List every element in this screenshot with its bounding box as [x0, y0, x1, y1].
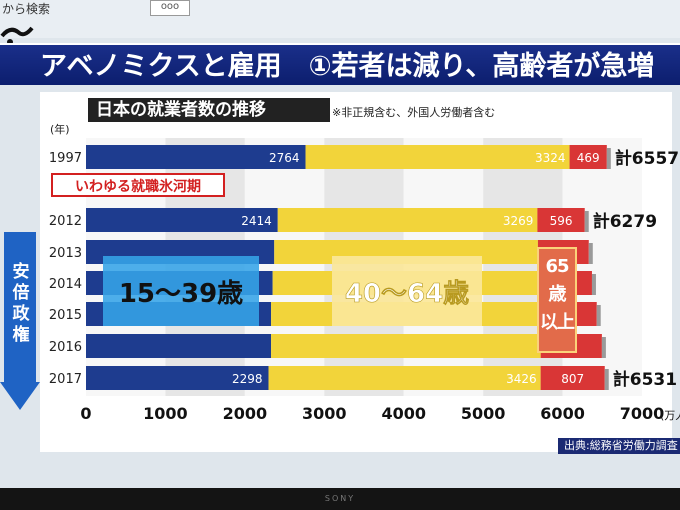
bar-shadow: [588, 243, 593, 264]
abe-era-label: 安倍政権: [12, 262, 30, 345]
x-tick-label: 1000: [143, 404, 188, 423]
bar-segment: [537, 208, 585, 232]
bar-segment: [86, 366, 269, 390]
old-label-panel: [537, 247, 577, 353]
data-label-middle: 3269: [503, 214, 534, 228]
page-title: アベノミクスと雇用 ①若者は減り、高齢者が急増: [40, 51, 655, 82]
data-label-young: 2298: [232, 372, 263, 386]
data-label-old: 469: [577, 151, 600, 165]
middle-group-label: 40〜64歳: [345, 279, 469, 309]
bar-shadow: [601, 337, 606, 358]
bar-segment: [277, 208, 538, 232]
x-tick-label: 6000: [540, 404, 585, 423]
year-label: 2017: [49, 372, 82, 387]
data-label-middle: 3324: [535, 151, 566, 165]
data-label-middle: 3426: [506, 372, 537, 386]
hyogaki-box: [51, 173, 225, 197]
bar-shadow: [584, 211, 589, 232]
source-label: 出典:総務省労働力調査: [558, 438, 680, 454]
data-label-old: 807: [561, 372, 584, 386]
hyogaki-annotation: いわゆる就職氷河期: [75, 178, 201, 195]
x-tick-label: 7000: [620, 404, 665, 423]
year-label: 2013: [49, 246, 82, 261]
total-label: 計6279: [593, 211, 657, 232]
title-banner: [0, 43, 680, 85]
tv-bezel: [0, 488, 680, 510]
x-tick-label: 0: [80, 404, 91, 423]
bar-segment: [86, 145, 306, 169]
chart-title: 日本の就業者数の推移: [88, 98, 330, 122]
x-axis-unit: (万人): [660, 409, 680, 422]
year-label: 2015: [49, 308, 82, 323]
x-tick-label: 4000: [381, 404, 426, 423]
browser-topbar: から検索 ooo: [0, 0, 680, 38]
bar-shadow: [606, 148, 611, 169]
bar-shadow: [596, 305, 601, 326]
bar-shadow: [591, 274, 596, 295]
bar-segment: [271, 334, 541, 358]
bar-segment: [305, 145, 570, 169]
bar-segment: [569, 145, 607, 169]
old-group-label: 65: [545, 256, 569, 277]
middle-label-panel: [332, 256, 482, 326]
tv-brand-logo: SONY: [324, 494, 356, 503]
employment-stacked-bar-chart: (年) 1997 2764 3324 469 計6557 2012 2414 3269 596 計6…: [49, 122, 680, 423]
bar-segment: [86, 208, 278, 232]
total-label: 計6531: [613, 369, 677, 390]
x-tick-label: 2000: [223, 404, 268, 423]
year-label: 2016: [49, 340, 82, 355]
year-label: 2012: [49, 214, 82, 229]
bar-segment: [86, 334, 272, 358]
x-tick-label: 5000: [461, 404, 506, 423]
chart-note: ※非正規含む、外国人労働者含む: [332, 106, 496, 119]
bar-shadow: [604, 369, 609, 390]
menu-box[interactable]: ooo: [150, 0, 190, 16]
total-label: 計6557: [615, 148, 679, 169]
year-label: 2014: [49, 277, 82, 292]
bar-segment: [540, 366, 605, 390]
x-tick-label: 3000: [302, 404, 347, 423]
year-axis-label: (年): [50, 122, 70, 136]
young-label-panel: [103, 256, 259, 326]
search-text[interactable]: から検索: [2, 2, 51, 16]
data-label-young: 2764: [269, 151, 300, 165]
year-label: 1997: [49, 151, 82, 166]
bar-segment: [268, 366, 541, 390]
old-group-label: 歳: [549, 284, 567, 305]
tv-screen: から検索 ooo アベノミクスと雇用 ①若者は減り、高齢者が急増 日本の就業者数…: [0, 0, 680, 488]
data-label-old: 596: [550, 214, 573, 228]
abe-era-arrow-icon: [0, 232, 40, 410]
young-group-label: 15〜39歳: [119, 279, 243, 309]
data-label-young: 2414: [241, 214, 272, 228]
old-group-label: 以上: [540, 312, 575, 333]
